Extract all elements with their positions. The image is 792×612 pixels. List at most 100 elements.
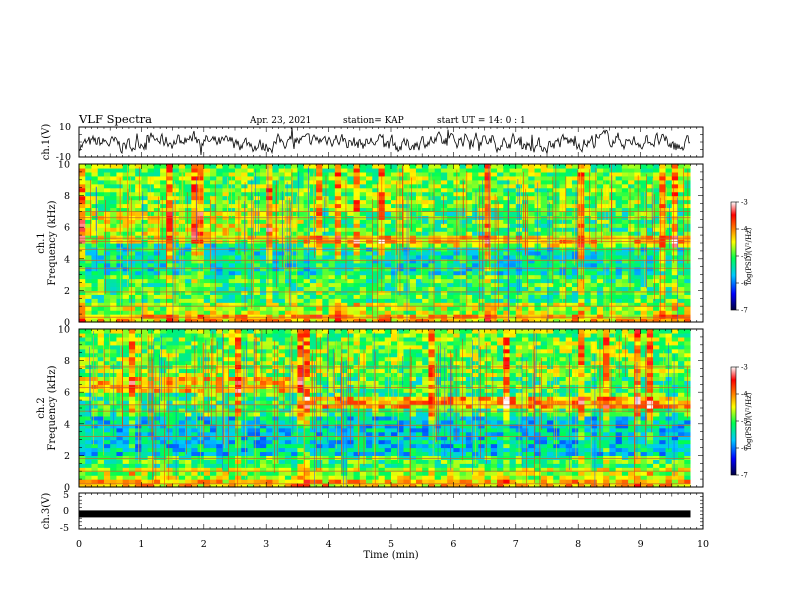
spectrogram-cell [178, 302, 186, 307]
spectrogram-cell [79, 298, 86, 303]
ch1-waveform-line [79, 127, 691, 156]
spectrogram-cell [97, 400, 105, 405]
spectrogram-cell [640, 278, 648, 284]
ch1-frequency-label: Frequency (kHz) [47, 200, 58, 285]
spectrogram-cell [147, 270, 155, 276]
spectrogram-cell [235, 306, 242, 311]
spectrogram-cell [122, 175, 130, 181]
spectrogram-cell [428, 254, 436, 260]
spectrogram-cell [571, 223, 579, 228]
spectrogram-cell [128, 392, 136, 397]
spectrogram-cell [653, 235, 660, 240]
spectrogram-cell [522, 294, 529, 299]
spectrogram-cell [160, 179, 167, 185]
spectrogram-cell [409, 306, 417, 311]
spectrogram-cell [547, 306, 554, 311]
spectrogram-cell [241, 286, 249, 291]
spectrogram-cell [79, 329, 86, 334]
spectrogram-cell [172, 258, 180, 264]
spectrogram-cell [665, 187, 673, 193]
spectrogram-cell [472, 274, 479, 280]
spectrogram-cell [103, 187, 111, 193]
spectrogram-cell [509, 179, 517, 185]
spectrogram-cell [103, 171, 111, 177]
spectrogram-cell [590, 231, 598, 236]
spectrogram-cell [278, 167, 286, 173]
spectrogram-cell [684, 270, 692, 276]
spectrogram-cell [634, 278, 642, 284]
spectrogram-cell [322, 286, 330, 291]
spectrogram-cell [490, 211, 498, 216]
spectrogram-cell [509, 266, 517, 272]
spectrogram-cell [397, 282, 405, 288]
spectrogram-cell [671, 290, 679, 295]
spectrogram-cell [447, 266, 454, 272]
spectrogram-cell [378, 294, 386, 299]
spectrogram-cell [110, 310, 118, 315]
spectrogram-cell [528, 258, 536, 264]
spectrogram-cell [378, 310, 386, 315]
spectrogram-cell [210, 286, 217, 291]
spectrogram-cell [578, 270, 586, 276]
spectrogram-cell [97, 183, 105, 189]
spectrogram-cell [472, 254, 479, 260]
spectrogram-cell [565, 195, 573, 201]
spectrogram-cell [241, 266, 249, 272]
spectrogram-cell [97, 431, 105, 437]
spectrogram-cell [235, 266, 242, 272]
spectrogram-cell [366, 203, 373, 209]
spectrogram-cell [590, 314, 598, 319]
spectrogram-cell [334, 258, 342, 264]
spectrogram-cell [653, 302, 660, 307]
spectrogram-cell [116, 290, 124, 295]
spectrogram-cell [534, 282, 542, 288]
spectrogram-cell [440, 294, 448, 299]
spectrogram-cell [235, 223, 242, 228]
spectrogram-cell [584, 164, 592, 169]
spectrogram-cell [596, 270, 604, 276]
spectrogram-cell [91, 479, 99, 484]
spectrogram-cell [559, 195, 567, 201]
spectrogram-cell [615, 298, 623, 303]
spectrogram-cell [191, 223, 199, 228]
spectrogram-cell [559, 266, 567, 272]
spectrogram-cell [110, 318, 118, 323]
spectrogram-cell [415, 318, 423, 323]
spectrogram-cell [334, 298, 342, 303]
spectrogram-cell [547, 254, 554, 260]
spectrogram-cell [216, 179, 224, 185]
spectrogram-cell [85, 427, 93, 433]
spectrogram-cell [465, 195, 473, 201]
spectrogram-cell [415, 179, 423, 185]
spectrogram-cell [303, 254, 311, 260]
spectrogram-cell [185, 266, 192, 272]
spectrogram-cell [166, 183, 174, 189]
spectrogram-cell [366, 250, 373, 256]
spectrogram-cell [284, 258, 292, 264]
spectrogram-cell [472, 262, 479, 268]
spectrogram-cell [615, 195, 623, 201]
spectrogram-cell [628, 254, 635, 260]
spectrogram-cell [259, 167, 267, 173]
spectrogram-cell [316, 227, 323, 232]
spectrogram-cell [259, 235, 267, 240]
spectrogram-cell [440, 310, 448, 315]
spectrogram-cell [366, 207, 373, 212]
spectrogram-cell [391, 314, 398, 319]
spectrogram-cell [621, 314, 629, 319]
spectrogram-cell [228, 191, 236, 197]
spectrogram-cell [116, 384, 124, 389]
spectrogram-cell [646, 219, 654, 224]
spectrogram-cell [85, 223, 93, 228]
spectrogram-cell [615, 254, 623, 260]
spectrogram-cell [122, 183, 130, 189]
spectrogram-cell [235, 231, 242, 236]
spectrogram-cell [565, 167, 573, 173]
spectrogram-cell [216, 203, 224, 209]
spectrogram-cell [565, 254, 573, 260]
spectrogram-cell [559, 219, 567, 224]
spectrogram-cell [372, 195, 380, 201]
spectrogram-cell [571, 282, 579, 288]
spectrogram-cell [391, 235, 398, 240]
spectrogram-cell [347, 167, 355, 173]
